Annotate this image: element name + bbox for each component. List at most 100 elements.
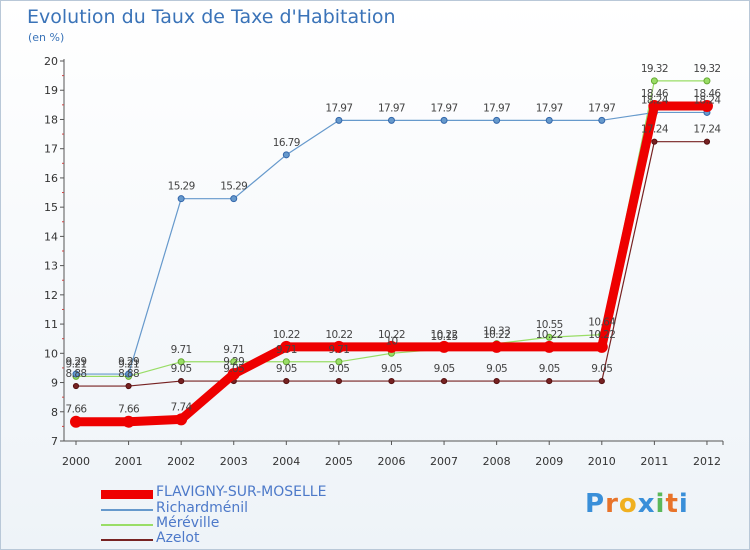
data-point-0-7 [438, 340, 451, 353]
legend-swatch [101, 489, 153, 499]
data-point-2-11 [650, 77, 658, 85]
data-point-2-5 [335, 358, 343, 366]
data-point-3-10 [598, 377, 605, 385]
y-tick-label: 18 [44, 113, 58, 126]
y-tick-label: 9 [51, 377, 58, 390]
data-label-0-8: 10.22 [483, 329, 510, 341]
data-point-2-2 [177, 358, 185, 366]
data-label-3-6: 9.05 [381, 363, 402, 375]
data-label-2-1: 9.21 [118, 358, 139, 370]
data-label-1-5: 17.97 [325, 102, 352, 114]
data-point-2-9 [545, 333, 553, 341]
data-label-1-0: 9.29 [66, 356, 87, 368]
data-label-0-7: 10.22 [431, 329, 458, 341]
data-point-2-3 [230, 358, 238, 366]
y-tick-label: 11 [44, 318, 58, 331]
data-point-2-12 [703, 77, 711, 85]
data-label-0-6: 10.22 [378, 329, 405, 341]
data-point-1-1 [125, 370, 133, 378]
data-label-0-1: 7.66 [118, 404, 140, 416]
series-layer [70, 77, 713, 428]
data-label-1-10: 17.97 [588, 102, 615, 114]
data-label-2-8: 10.33 [483, 326, 510, 338]
data-label-0-4: 10.22 [273, 329, 300, 341]
data-point-0-5 [332, 340, 345, 353]
logo-letter: r [605, 489, 619, 519]
data-label-1-1: 9.29 [118, 356, 139, 368]
y-tick-label: 14 [44, 230, 58, 243]
data-label-1-9: 17.97 [536, 102, 563, 114]
data-label-2-7: 10.15 [431, 331, 458, 343]
logo-letter: i [655, 489, 666, 519]
x-tick-label: 2010 [588, 455, 616, 468]
legend-label: Azelot [156, 530, 200, 546]
data-point-1-3 [230, 195, 238, 203]
data-label-1-2: 15.29 [168, 181, 195, 193]
data-point-3-8 [493, 377, 500, 385]
legend-label: FLAVIGNY-SUR-MOSELLE [156, 484, 327, 500]
data-point-1-2 [177, 195, 185, 203]
data-point-1-4 [282, 151, 290, 159]
data-label-3-4: 9.05 [276, 363, 297, 375]
data-point-3-7 [440, 377, 448, 385]
data-point-0-4 [280, 340, 293, 353]
data-labels-layer: 7.66 7.66 7.74 9.29 10.22 10.22 10.22 10.22 10.2… [66, 63, 722, 416]
x-tick-label: 2004 [272, 455, 300, 468]
data-label-0-0: 7.66 [66, 404, 88, 416]
y-tick-label: 15 [44, 201, 58, 214]
data-label-3-7: 9.05 [434, 363, 455, 375]
x-tick-label: 2008 [483, 455, 511, 468]
data-label-1-6: 17.97 [378, 102, 405, 114]
data-label-3-0: 8.88 [66, 368, 87, 380]
chart-unit-label: (en %) [28, 31, 65, 44]
y-tick-label: 13 [44, 260, 58, 273]
y-tick-label: 7 [51, 435, 58, 448]
data-label-2-4: 9.71 [276, 344, 297, 356]
axes: 7 8 9 10 11 12 13 14 15 16 17 18 19 20 2000 2001 2002 200… [44, 55, 724, 468]
data-point-1-7 [440, 116, 448, 124]
data-label-1-12: 18.24 [693, 94, 721, 106]
data-point-0-6 [385, 340, 398, 353]
data-label-0-9: 10.22 [536, 329, 563, 341]
x-tick-label: 2001 [115, 455, 143, 468]
data-point-0-2 [175, 413, 188, 426]
data-point-0-12 [700, 100, 713, 113]
data-label-2-2: 9.71 [171, 344, 192, 356]
data-label-3-5: 9.05 [328, 363, 349, 375]
data-point-1-8 [493, 116, 501, 124]
y-tick-label: 8 [51, 406, 58, 419]
data-label-2-9: 10.55 [536, 319, 563, 331]
y-tick-label: 12 [44, 289, 58, 302]
legend-label: Richardménil [156, 500, 249, 516]
data-point-3-6 [388, 377, 395, 385]
data-label-2-3: 9.71 [223, 344, 244, 356]
data-label-0-10: 10.22 [588, 329, 615, 341]
legend-label: Méréville [156, 515, 220, 531]
chart-title: Evolution du Taux de Taxe d'Habitation [27, 6, 396, 28]
y-tick-label: 10 [44, 347, 58, 360]
data-point-3-1 [125, 382, 132, 390]
data-point-0-0 [70, 415, 82, 428]
data-point-0-9 [543, 340, 556, 353]
data-label-2-6: 10 [385, 335, 397, 347]
data-label-1-11: 18.24 [641, 94, 669, 106]
data-point-3-11 [651, 138, 658, 145]
legend-swatch [101, 524, 153, 526]
data-label-0-11: 18.46 [641, 88, 669, 100]
data-point-0-11 [648, 100, 661, 113]
data-point-3-5 [335, 377, 342, 385]
data-label-0-3: 9.29 [223, 356, 244, 368]
data-label-3-9: 9.05 [539, 363, 560, 375]
data-point-1-0 [72, 370, 80, 378]
data-label-1-7: 17.97 [431, 102, 458, 114]
data-point-3-0 [72, 382, 80, 390]
x-tick-label: 2002 [167, 455, 195, 468]
data-label-3-11: 17.24 [641, 124, 669, 136]
x-tick-label: 2011 [640, 455, 668, 468]
data-label-3-3: 9.05 [223, 363, 244, 375]
data-label-2-10: 10.64 [588, 317, 616, 329]
x-tick-label: 2003 [220, 455, 248, 468]
data-point-3-4 [283, 377, 290, 385]
legend-swatch [101, 509, 153, 511]
